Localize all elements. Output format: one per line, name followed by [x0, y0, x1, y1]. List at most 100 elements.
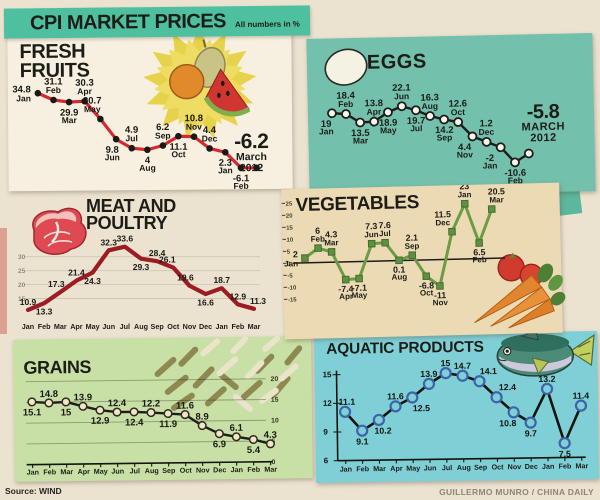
svg-text:16.3: 16.3 [420, 92, 439, 103]
svg-text:Mar: Mar [373, 464, 386, 473]
svg-text:13.9: 13.9 [74, 392, 93, 403]
vegetables-card: VEGETABLES 25 20 15 10 5 0 -5 -10 -15 2 Jan 6 Feb 4.3… [281, 182, 566, 340]
svg-text:12.9: 12.9 [91, 416, 110, 427]
svg-text:Feb: Feb [311, 234, 326, 243]
svg-text:Feb: Feb [46, 85, 61, 95]
svg-text:9: 9 [323, 428, 328, 437]
svg-text:Jan: Jan [483, 160, 498, 170]
svg-text:15: 15 [441, 358, 451, 368]
svg-text:Jul: Jul [120, 322, 130, 331]
svg-text:Jan: Jan [542, 462, 555, 471]
svg-text:25: 25 [18, 268, 26, 275]
svg-text:29.9: 29.9 [60, 108, 79, 119]
svg-text:Nov: Nov [183, 322, 197, 331]
svg-text:Aug: Aug [391, 272, 407, 281]
eggs-latest: -5.8 MARCH 2012 [502, 101, 585, 145]
svg-text:29.3: 29.3 [133, 262, 150, 272]
svg-text:11.1: 11.1 [169, 142, 188, 153]
eggs-chart: 19 Jan 18.4 Feb 13.5 Mar 13.8 Apr 18.9 May 22.1 Jun… [306, 33, 595, 197]
svg-text:30: 30 [18, 254, 26, 261]
header-banner: CPI MARKET PRICES All numbers in % [3, 5, 311, 39]
svg-text:12: 12 [323, 399, 333, 408]
svg-text:Mar: Mar [248, 322, 261, 331]
svg-text:Nov: Nov [433, 298, 449, 307]
svg-text:Feb: Feb [231, 322, 244, 331]
fish-icon [496, 329, 595, 377]
svg-text:4.4: 4.4 [203, 125, 217, 136]
svg-text:7.6: 7.6 [378, 220, 391, 230]
svg-text:33.6: 33.6 [117, 234, 134, 244]
svg-text:6.2: 6.2 [156, 122, 169, 133]
svg-text:19: 19 [321, 119, 332, 130]
svg-text:Sep: Sep [151, 322, 165, 331]
svg-text:12.4: 12.4 [499, 382, 516, 392]
svg-text:May: May [406, 464, 420, 473]
svg-text:1.2: 1.2 [479, 118, 492, 129]
svg-text:12.6: 12.6 [448, 98, 467, 109]
svg-text:10.8: 10.8 [185, 113, 204, 124]
credit-label: GUILLERMO MUNRO / CHINA DAILY [439, 487, 594, 497]
svg-text:15: 15 [286, 226, 293, 232]
eggs-card: EGGS 19 Jan 18.4 Feb 13.5 Mar 13.8 Apr 18.9 May 22… [306, 33, 596, 197]
fresh-fruits-latest-value: -6.2 [234, 129, 269, 154]
svg-text:-7.4: -7.4 [338, 284, 354, 294]
svg-text:15: 15 [18, 296, 26, 303]
svg-text:Jul: Jul [130, 466, 140, 475]
svg-text:20: 20 [286, 214, 293, 220]
svg-text:Nov: Nov [186, 122, 202, 132]
svg-text:Jun: Jun [364, 230, 379, 239]
svg-text:2: 2 [293, 249, 298, 259]
svg-text:Feb: Feb [472, 255, 487, 264]
svg-text:9.1: 9.1 [356, 436, 368, 446]
paper-sliver-pink [0, 228, 7, 334]
egg-icon [324, 48, 368, 86]
svg-text:31.1: 31.1 [44, 76, 63, 87]
svg-text:11.9: 11.9 [159, 419, 177, 430]
svg-text:0.1: 0.1 [393, 264, 406, 274]
svg-text:Dec: Dec [435, 218, 450, 227]
svg-text:Feb: Feb [247, 465, 260, 474]
svg-text:May: May [84, 104, 101, 114]
svg-text:Feb: Feb [43, 467, 56, 476]
svg-text:Apr: Apr [78, 467, 91, 476]
svg-text:25: 25 [286, 202, 293, 208]
grains-card: GRAINS 2015105015.114.81513.912.912.412.… [13, 335, 313, 482]
svg-text:13.8: 13.8 [364, 98, 383, 109]
svg-text:6.5: 6.5 [473, 247, 486, 257]
svg-text:Oct: Oct [420, 288, 434, 297]
svg-text:22.1: 22.1 [392, 83, 411, 94]
svg-text:9.8: 9.8 [106, 145, 119, 156]
svg-text:Sep: Sep [474, 463, 488, 472]
svg-text:Aug: Aug [145, 466, 159, 475]
svg-text:21.4: 21.4 [68, 268, 85, 278]
svg-text:Jan: Jan [22, 322, 34, 331]
svg-text:Jan: Jan [284, 259, 298, 268]
svg-text:13.2: 13.2 [538, 374, 555, 384]
svg-text:14.8: 14.8 [39, 389, 58, 400]
svg-text:-2: -2 [486, 153, 495, 164]
svg-text:14.1: 14.1 [480, 366, 497, 376]
svg-text:12.2: 12.2 [142, 398, 161, 409]
svg-text:20.5: 20.5 [488, 186, 505, 196]
svg-text:5: 5 [287, 250, 291, 256]
svg-text:Feb: Feb [508, 175, 523, 185]
svg-text:Aug: Aug [134, 322, 148, 331]
svg-text:34.8: 34.8 [12, 84, 31, 95]
grains-chart: 2015105015.114.81513.912.912.412.412.211… [13, 336, 313, 482]
svg-text:Mar: Mar [54, 322, 67, 331]
svg-text:Apr: Apr [366, 106, 382, 116]
svg-text:-6.1: -6.1 [233, 173, 250, 184]
svg-text:15: 15 [61, 407, 72, 418]
svg-text:-5: -5 [287, 274, 293, 280]
svg-text:Dec: Dec [478, 127, 494, 137]
svg-text:Jul: Jul [410, 123, 422, 133]
svg-text:18.9: 18.9 [379, 118, 398, 129]
svg-text:24.3: 24.3 [84, 276, 101, 286]
svg-text:Jul: Jul [379, 229, 391, 238]
svg-text:Jun: Jun [105, 152, 120, 162]
svg-text:Feb: Feb [559, 461, 573, 470]
svg-text:-10: -10 [288, 285, 297, 291]
svg-text:10: 10 [271, 417, 279, 424]
svg-text:Mar: Mar [489, 195, 503, 204]
svg-text:May: May [352, 291, 368, 300]
